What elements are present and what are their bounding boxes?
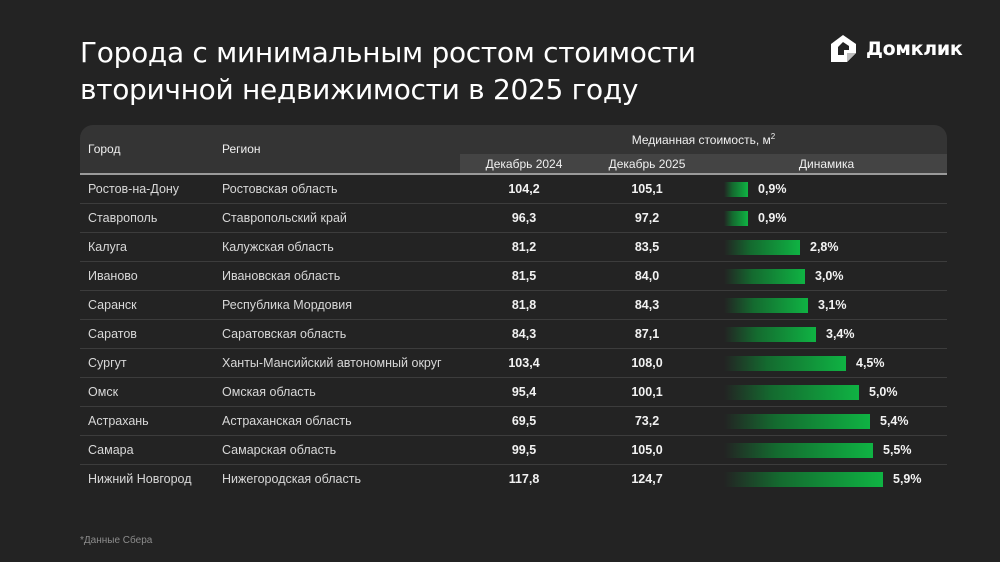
cell-city: Сургут [88,356,127,370]
cell-city: Саранск [88,298,137,312]
dynamics-bar [724,240,800,255]
cell-dynamics: 3,1% [818,298,847,312]
dynamics-bar [724,385,859,400]
cell-dynamics: 5,5% [883,443,912,457]
cell-dynamics: 5,0% [869,385,898,399]
cell-city: Нижний Новгород [88,472,192,486]
group-sup: 2 [770,132,776,141]
cell-city: Ставрополь [88,211,158,225]
cell-dec2025: 73,2 [634,414,660,428]
cell-dec2025: 124,7 [631,472,663,486]
table-row: Саратов Саратовская область 84,3 87,1 3,4% [80,320,947,349]
cell-dynamics: 3,0% [815,269,844,283]
cell-dec2024: 96,3 [511,211,537,225]
column-header-dynamics: Динамика [798,157,855,171]
cell-dec2024: 81,5 [511,269,537,283]
cell-dec2025: 105,1 [631,182,663,196]
subheader-band [460,154,947,173]
dynamics-bar [724,327,816,342]
table-row: Омск Омская область 95,4 100,1 5,0% [80,378,947,407]
cell-dec2024: 103,4 [508,356,540,370]
table-row: Ростов-на-Дону Ростовская область 104,2 105… [80,175,947,204]
footnote: *Данные Сбера [80,535,153,546]
column-header-region: Регион [222,142,261,156]
cell-region: Самарская область [222,443,337,457]
cell-dynamics: 5,4% [880,414,909,428]
cell-dec2025: 84,0 [634,269,660,283]
cell-city: Саратов [88,327,137,341]
table-header: Город Регион Медианная стоимость, м2 Дек… [80,125,947,175]
table-row: Астрахань Астраханская область 69,5 73,2 5,4… [80,407,947,436]
cell-dec2024: 69,5 [511,414,537,428]
dynamics-bar [724,356,846,371]
cell-dec2024: 81,2 [511,240,537,254]
cell-dynamics: 4,5% [856,356,885,370]
dynamics-bar [724,211,748,226]
dynamics-bar [724,414,870,429]
title-line-1: Города с минимальным ростом стоимости [80,36,696,69]
cell-city: Ростов-на-Дону [88,182,180,196]
cell-city: Омск [88,385,119,399]
cell-dec2025: 83,5 [634,240,660,254]
house-icon [831,35,856,62]
title-line-2: вторичной недвижимости в 2025 году [80,73,639,106]
table-row: Самара Самарская область 99,5 105,0 5,5% [80,436,947,465]
logo-text: Домклик [866,37,963,60]
table-row: Нижний Новгород Нижегородская область 117,… [80,465,947,494]
cell-dec2025: 105,0 [631,443,663,457]
cell-dec2024: 95,4 [511,385,537,399]
cell-city: Калуга [88,240,128,254]
table-row: Калуга Калужская область 81,2 83,5 2,8% [80,233,947,262]
cell-region: Астраханская область [222,414,352,428]
cell-region: Ростовская область [222,182,338,196]
column-group-median-price: Медианная стоимость, м2 [460,132,947,147]
column-header-dec2024: Декабрь 2024 [485,157,563,171]
cell-dec2024: 84,3 [511,327,537,341]
cell-dynamics: 0,9% [758,182,787,196]
cell-city: Иваново [88,269,138,283]
dynamics-bar [724,182,748,197]
cell-dec2025: 84,3 [634,298,660,312]
cell-region: Ивановская область [222,269,341,283]
cell-dec2025: 87,1 [634,327,660,341]
cell-region: Калужская область [222,240,334,254]
dynamics-bar [724,298,808,313]
table-row: Сургут Ханты-Мансийский автономный округ 1… [80,349,947,378]
cell-dec2025: 100,1 [631,385,663,399]
dynamics-bar [724,472,883,487]
cell-dec2025: 97,2 [634,211,660,225]
cell-city: Астрахань [88,414,149,428]
cell-dec2024: 99,5 [511,443,537,457]
cell-region: Омская область [222,385,316,399]
cell-dec2024: 81,8 [511,298,537,312]
table-row: Саранск Республика Мордовия 81,8 84,3 3,1% [80,291,947,320]
table-body: Ростов-на-Дону Ростовская область 104,2 105… [80,175,947,494]
page-title: Города с минимальным ростом стоимости вт… [80,34,696,108]
cell-region: Нижегородская область [222,472,361,486]
cell-region: Саратовская область [222,327,347,341]
dynamics-bar [724,269,805,284]
data-table: Город Регион Медианная стоимость, м2 Дек… [80,125,947,494]
dynamics-bar [724,443,873,458]
domclick-logo: Домклик [828,33,963,64]
table-row: Иваново Ивановская область 81,5 84,0 3,0% [80,262,947,291]
cell-region: Ханты-Мансийский автономный округ [222,356,442,370]
column-header-city: Город [88,142,121,156]
cell-dec2024: 104,2 [508,182,540,196]
table-row: Ставрополь Ставропольский край 96,3 97,2 0,9… [80,204,947,233]
cell-dynamics: 2,8% [810,240,839,254]
cell-city: Самара [88,443,134,457]
cell-dec2025: 108,0 [631,356,663,370]
cell-dynamics: 3,4% [826,327,855,341]
cell-dynamics: 0,9% [758,211,787,225]
cell-region: Республика Мордовия [222,298,352,312]
cell-dynamics: 5,9% [893,472,922,486]
group-label: Медианная стоимость, м [631,133,771,147]
column-header-dec2025: Декабрь 2025 [608,157,686,171]
cell-region: Ставропольский край [222,211,347,225]
cell-dec2024: 117,8 [508,472,540,486]
